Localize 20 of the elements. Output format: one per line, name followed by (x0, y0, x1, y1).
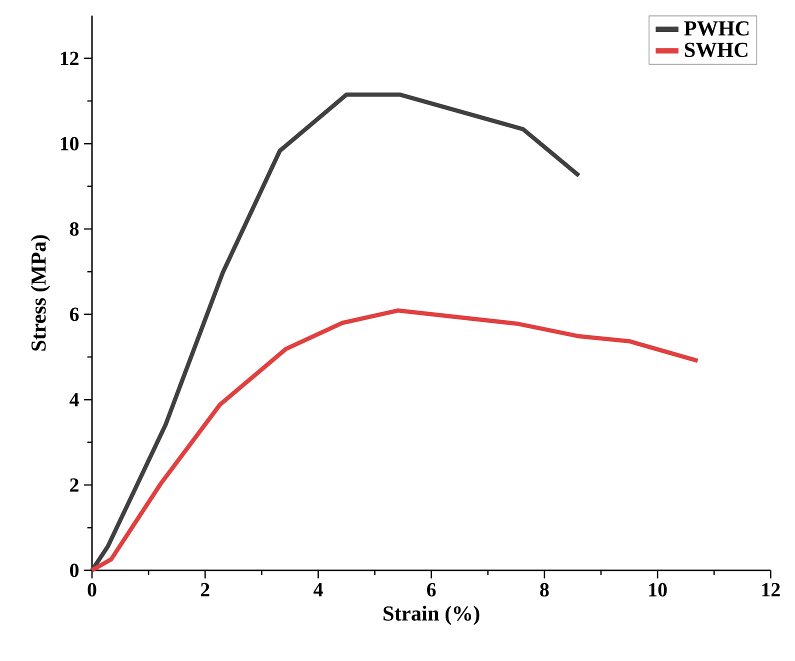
y-tick-label: 6 (70, 308, 79, 322)
y-tick-label: 10 (60, 136, 79, 150)
y-tick-label: 4 (70, 393, 79, 406)
line-series (90, 92, 582, 572)
x-tick-label: 0 (88, 583, 96, 597)
legend-label: SWHC (684, 42, 748, 58)
line-series (90, 308, 700, 572)
y-axis-title: Stress (MPa) (30, 235, 50, 351)
x-axis-title: Strain (%) (384, 606, 480, 626)
y-tick-label: 8 (70, 222, 79, 236)
x-tick-label: 6 (427, 583, 436, 596)
y-tick-label: 12 (60, 52, 78, 65)
x-tick-label: 10 (649, 583, 667, 597)
x-tick-label: 12 (762, 583, 780, 596)
y-tick-label: 0 (70, 564, 79, 578)
y-tick-label: 2 (70, 478, 78, 492)
x-tick-label: 4 (314, 583, 323, 596)
x-tick-label: 8 (540, 583, 549, 597)
x-tick-label: 2 (200, 583, 210, 596)
legend-label: PWHC (684, 21, 749, 36)
